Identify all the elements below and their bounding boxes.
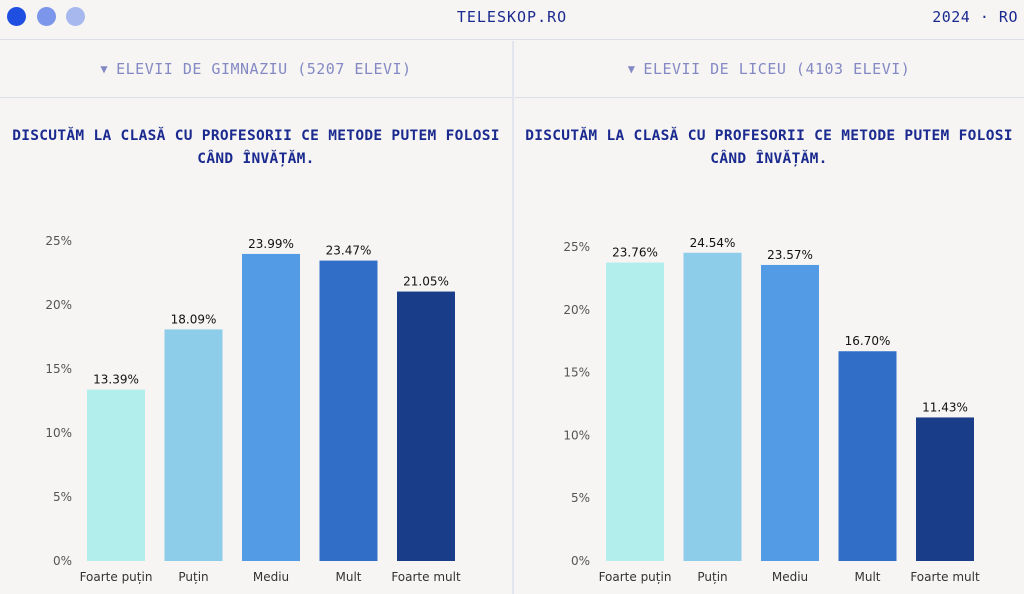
group-dropdown-label: ELEVII DE GIMNAZIU (5207 ELEVI): [116, 60, 412, 78]
y-tick-label: 5%: [53, 490, 72, 504]
panel-divider: [512, 41, 514, 594]
bar-chart: 0% 5% 10% 15% 20% 25% 13.39% Foarte puțin 18.09%…: [45, 234, 461, 584]
bar-value-label: 24.54%: [690, 236, 736, 250]
x-category-label: Puțin: [178, 570, 208, 584]
y-tick-label: 0%: [571, 554, 590, 568]
site-brand[interactable]: TELESKOP.RO: [456, 8, 568, 26]
bar-value-label: 21.05%: [403, 275, 449, 289]
bar-1[interactable]: [87, 389, 145, 561]
bar-4[interactable]: [838, 351, 897, 561]
bar-3[interactable]: [242, 253, 300, 562]
bar-5[interactable]: [916, 417, 974, 561]
bar-1[interactable]: [606, 262, 664, 561]
y-tick-label: 15%: [563, 366, 590, 380]
year-locale-label: 2024 · RO: [932, 8, 1018, 26]
bar-4[interactable]: [319, 260, 378, 561]
bar-value-label: 18.09%: [171, 312, 217, 326]
y-tick-label: 10%: [45, 426, 72, 440]
group-dropdown[interactable]: ▼ ELEVII DE LICEU (4103 ELEVI): [514, 41, 1024, 98]
bar-5[interactable]: [397, 291, 455, 561]
bar-value-label: 16.70%: [845, 334, 891, 348]
y-tick-label: 5%: [571, 491, 590, 505]
y-tick-label: 10%: [563, 428, 590, 442]
window-dot-2: [37, 7, 56, 26]
x-category-label: Foarte mult: [391, 570, 461, 584]
bar-2[interactable]: [683, 252, 742, 562]
x-category-label: Foarte puțin: [80, 570, 153, 584]
panel-gimnaziu: ▼ ELEVII DE GIMNAZIU (5207 ELEVI) DISCUT…: [0, 41, 512, 594]
x-category-label: Mediu: [253, 570, 289, 584]
y-tick-label: 20%: [563, 303, 590, 317]
bar-value-label: 23.47%: [326, 244, 372, 258]
y-tick-label: 25%: [563, 240, 590, 254]
bar-value-label: 13.39%: [93, 373, 139, 387]
window-dot-1: [7, 7, 26, 26]
y-tick-label: 0%: [53, 554, 72, 568]
bar-3[interactable]: [761, 264, 819, 561]
x-category-label: Mult: [855, 570, 881, 584]
x-category-label: Mediu: [772, 570, 808, 584]
y-tick-label: 15%: [45, 362, 72, 376]
group-dropdown-label: ELEVII DE LICEU (4103 ELEVI): [643, 60, 911, 78]
x-category-label: Mult: [336, 570, 362, 584]
y-tick-label: 25%: [45, 234, 72, 248]
y-tick-label: 20%: [45, 298, 72, 312]
window-dot-3: [66, 7, 85, 26]
bar-2[interactable]: [164, 329, 223, 561]
x-category-label: Foarte puțin: [599, 570, 672, 584]
caret-down-icon: ▼: [627, 62, 636, 76]
top-bar: TELESKOP.RO 2024 · RO: [0, 0, 1024, 40]
question-title: DISCUTĂM LA CLASĂ CU PROFESORII CE METOD…: [12, 128, 500, 167]
bar-value-label: 23.76%: [612, 246, 658, 260]
bar-value-label: 23.57%: [767, 248, 813, 262]
caret-down-icon: ▼: [100, 62, 109, 76]
group-dropdown[interactable]: ▼ ELEVII DE GIMNAZIU (5207 ELEVI): [0, 41, 512, 98]
question-title: DISCUTĂM LA CLASĂ CU PROFESORII CE METOD…: [525, 128, 1013, 167]
bar-chart: 0% 5% 10% 15% 20% 25% 23.76% Foarte puțin 24.54%…: [563, 236, 980, 584]
x-category-label: Puțin: [697, 570, 727, 584]
x-category-label: Foarte mult: [910, 570, 980, 584]
bar-value-label: 23.99%: [248, 237, 294, 251]
panel-liceu: ▼ ELEVII DE LICEU (4103 ELEVI) DISCUTĂM …: [514, 41, 1024, 594]
bar-value-label: 11.43%: [922, 400, 968, 414]
